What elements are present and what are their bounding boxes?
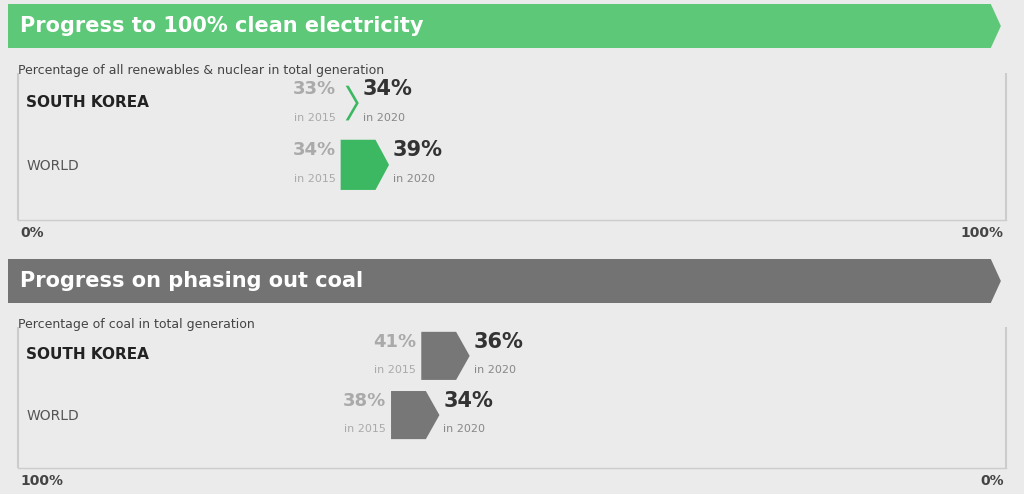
Text: WORLD: WORLD <box>27 159 79 173</box>
Text: in 2015: in 2015 <box>344 424 386 434</box>
Text: in 2015: in 2015 <box>294 113 336 123</box>
Text: 41%: 41% <box>373 333 416 351</box>
Polygon shape <box>346 85 358 121</box>
Text: Percentage of coal in total generation: Percentage of coal in total generation <box>18 318 255 331</box>
Text: 38%: 38% <box>343 392 386 410</box>
Text: in 2020: in 2020 <box>362 113 404 123</box>
Text: Percentage of all renewables & nuclear in total generation: Percentage of all renewables & nuclear i… <box>18 64 384 77</box>
Polygon shape <box>341 140 389 190</box>
Text: 34%: 34% <box>443 391 494 411</box>
Text: SOUTH KOREA: SOUTH KOREA <box>27 95 150 110</box>
Text: Progress on phasing out coal: Progress on phasing out coal <box>20 271 364 291</box>
Polygon shape <box>8 4 1000 48</box>
Text: 34%: 34% <box>362 79 413 99</box>
Text: 34%: 34% <box>293 141 336 160</box>
Polygon shape <box>8 259 1000 303</box>
Text: in 2015: in 2015 <box>375 365 416 375</box>
Text: WORLD: WORLD <box>27 409 79 423</box>
Text: 0%: 0% <box>20 226 44 241</box>
Text: 33%: 33% <box>293 80 336 98</box>
Text: in 2020: in 2020 <box>393 174 435 184</box>
Polygon shape <box>391 391 439 439</box>
Text: SOUTH KOREA: SOUTH KOREA <box>27 347 150 363</box>
Text: in 2015: in 2015 <box>294 174 336 184</box>
Polygon shape <box>421 332 470 380</box>
Text: in 2020: in 2020 <box>443 424 485 434</box>
Text: 100%: 100% <box>20 474 63 488</box>
Text: in 2020: in 2020 <box>474 365 516 375</box>
Text: 100%: 100% <box>961 226 1004 241</box>
Text: 0%: 0% <box>980 474 1004 488</box>
Text: Progress to 100% clean electricity: Progress to 100% clean electricity <box>20 16 424 36</box>
Text: 39%: 39% <box>393 140 443 161</box>
Text: 36%: 36% <box>474 332 523 352</box>
